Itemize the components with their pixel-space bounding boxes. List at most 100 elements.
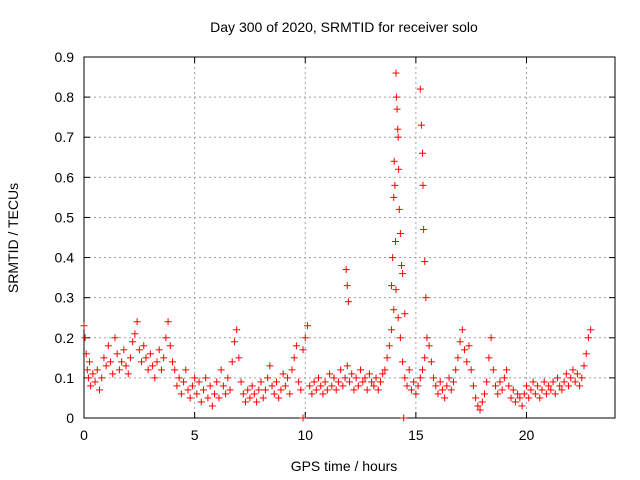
- data-point: [91, 378, 99, 386]
- data-point: [391, 181, 399, 189]
- data-point: [496, 378, 504, 386]
- data-point: [449, 378, 457, 386]
- data-point: [334, 378, 342, 386]
- data-point: [343, 282, 351, 290]
- data-point: [115, 366, 123, 374]
- data-point: [344, 298, 352, 306]
- data-point: [399, 270, 407, 278]
- data-point: [328, 382, 336, 390]
- data-point: [357, 366, 365, 374]
- data-point: [133, 318, 141, 326]
- data-point: [299, 414, 307, 422]
- data-point: [478, 398, 486, 406]
- data-point: [235, 354, 243, 362]
- data-point: [255, 386, 263, 394]
- data-point: [275, 394, 283, 402]
- y-tick-label: 0.1: [55, 370, 75, 386]
- data-point: [215, 394, 223, 402]
- data-point: [339, 382, 347, 390]
- y-tick-label: 0.3: [55, 290, 75, 306]
- data-point: [567, 374, 575, 382]
- data-point: [186, 394, 194, 402]
- data-point: [376, 378, 384, 386]
- data-point: [259, 394, 267, 402]
- data-point: [93, 366, 101, 374]
- data-point: [354, 382, 362, 390]
- data-point: [472, 394, 480, 402]
- data-point: [476, 406, 484, 414]
- data-point: [400, 414, 408, 422]
- data-point: [82, 350, 90, 358]
- data-point: [547, 386, 555, 394]
- data-point: [162, 334, 170, 342]
- x-tick-label: 10: [297, 427, 313, 443]
- data-point: [303, 322, 311, 330]
- data-point: [144, 366, 152, 374]
- data-point: [208, 402, 216, 410]
- data-point: [268, 382, 276, 390]
- data-point: [553, 374, 561, 382]
- data-point: [503, 366, 511, 374]
- data-point: [422, 294, 430, 302]
- data-point: [177, 390, 185, 398]
- data-point: [419, 149, 427, 157]
- data-point: [352, 374, 360, 382]
- data-point: [153, 358, 161, 366]
- data-point: [199, 386, 207, 394]
- y-tick-label: 0.2: [55, 330, 75, 346]
- data-point: [445, 374, 453, 382]
- data-point: [332, 386, 340, 394]
- data-point: [281, 382, 289, 390]
- data-point: [317, 382, 325, 390]
- data-point: [576, 382, 584, 390]
- y-tick-label: 0.4: [55, 250, 75, 266]
- data-point: [81, 334, 89, 342]
- data-point: [514, 390, 522, 398]
- data-point: [489, 366, 497, 374]
- x-axis-label: GPS time / hours: [291, 458, 398, 474]
- data-point: [321, 378, 329, 386]
- data-point: [84, 374, 92, 382]
- data-point: [140, 342, 148, 350]
- data-point: [250, 390, 258, 398]
- data-point: [337, 366, 345, 374]
- data-point: [469, 382, 477, 390]
- x-tick-label: 20: [519, 427, 535, 443]
- chart-title: Day 300 of 2020, SRMTID for receiver sol…: [210, 19, 478, 35]
- data-points: [80, 69, 595, 422]
- data-point: [434, 390, 442, 398]
- data-point: [417, 121, 425, 129]
- data-point: [118, 358, 126, 366]
- axis-ticks: [83, 56, 615, 419]
- data-point: [224, 374, 232, 382]
- data-point: [202, 374, 210, 382]
- data-point: [425, 342, 433, 350]
- data-point: [419, 366, 427, 374]
- data-point: [219, 382, 227, 390]
- data-point: [248, 382, 256, 390]
- data-point: [542, 390, 550, 398]
- data-point: [549, 378, 557, 386]
- data-point: [142, 354, 150, 362]
- data-point: [308, 390, 316, 398]
- data-point: [129, 338, 137, 346]
- data-point: [341, 374, 349, 382]
- data-point: [169, 358, 176, 366]
- data-point: [392, 286, 400, 294]
- data-point: [290, 354, 298, 362]
- data-point: [120, 346, 128, 354]
- data-point: [527, 386, 535, 394]
- data-point: [421, 258, 429, 266]
- data-point: [270, 390, 278, 398]
- data-point: [361, 374, 369, 382]
- data-point: [359, 378, 367, 386]
- data-point: [135, 346, 143, 354]
- data-point: [272, 378, 280, 386]
- data-point: [485, 354, 493, 362]
- data-point: [284, 374, 292, 382]
- data-point: [171, 366, 179, 374]
- data-point: [436, 378, 444, 386]
- data-point: [109, 370, 117, 378]
- data-point: [421, 354, 429, 362]
- data-point: [582, 350, 590, 358]
